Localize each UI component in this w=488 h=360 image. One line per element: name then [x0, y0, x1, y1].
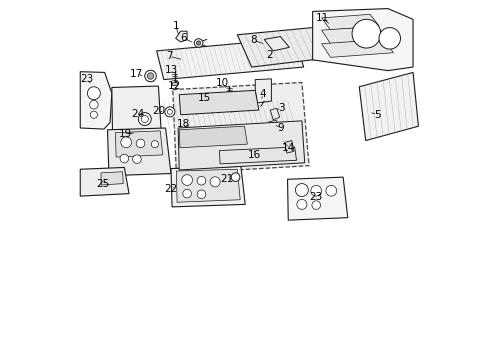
Polygon shape — [321, 40, 392, 57]
Polygon shape — [270, 108, 279, 120]
Circle shape — [90, 111, 97, 118]
Circle shape — [194, 39, 203, 47]
Polygon shape — [312, 9, 412, 71]
Polygon shape — [171, 166, 244, 207]
Circle shape — [147, 73, 153, 79]
Text: 18: 18 — [177, 120, 190, 129]
Circle shape — [141, 116, 148, 123]
Polygon shape — [107, 128, 171, 176]
Text: 16: 16 — [247, 150, 261, 160]
Polygon shape — [175, 31, 187, 42]
Circle shape — [164, 107, 175, 117]
Text: 4: 4 — [259, 89, 266, 99]
Polygon shape — [268, 120, 278, 132]
Text: 10: 10 — [215, 78, 228, 88]
Circle shape — [132, 155, 141, 163]
Text: 23: 23 — [309, 192, 322, 202]
Text: 12: 12 — [167, 81, 181, 91]
Circle shape — [351, 19, 380, 48]
Circle shape — [87, 87, 100, 100]
Text: 9: 9 — [277, 123, 284, 133]
Polygon shape — [219, 147, 296, 164]
Circle shape — [310, 185, 321, 196]
Circle shape — [151, 140, 158, 148]
Circle shape — [89, 100, 98, 109]
Polygon shape — [176, 169, 240, 202]
Polygon shape — [284, 140, 293, 153]
Circle shape — [296, 199, 306, 210]
Text: 5: 5 — [373, 110, 380, 120]
Polygon shape — [112, 86, 161, 135]
Text: 25: 25 — [96, 179, 109, 189]
Polygon shape — [255, 79, 271, 103]
Text: 17: 17 — [130, 69, 143, 79]
Circle shape — [136, 139, 144, 148]
Circle shape — [295, 184, 308, 197]
Text: 1: 1 — [172, 21, 179, 31]
Polygon shape — [172, 82, 308, 174]
Polygon shape — [179, 90, 258, 115]
Text: 8: 8 — [250, 35, 256, 45]
Text: 20: 20 — [152, 106, 164, 116]
Polygon shape — [321, 14, 378, 30]
Polygon shape — [179, 126, 247, 148]
Text: 7: 7 — [165, 51, 172, 61]
Polygon shape — [101, 172, 123, 185]
Circle shape — [231, 173, 239, 181]
Polygon shape — [172, 82, 176, 85]
Polygon shape — [80, 72, 112, 129]
Text: 2: 2 — [266, 50, 272, 60]
Text: 6: 6 — [180, 33, 186, 43]
Circle shape — [120, 154, 128, 163]
Polygon shape — [178, 121, 304, 170]
Polygon shape — [115, 131, 163, 157]
Text: 11: 11 — [315, 13, 328, 23]
Circle shape — [325, 185, 336, 196]
Text: 23: 23 — [80, 74, 93, 84]
Circle shape — [183, 189, 191, 198]
Circle shape — [182, 175, 192, 185]
Circle shape — [197, 190, 205, 199]
Text: 14: 14 — [281, 143, 294, 153]
Polygon shape — [359, 72, 418, 140]
Polygon shape — [237, 28, 326, 67]
Text: 15: 15 — [197, 93, 210, 103]
Circle shape — [378, 28, 400, 49]
Polygon shape — [264, 37, 289, 51]
Circle shape — [196, 41, 201, 45]
Circle shape — [138, 113, 151, 126]
Text: 21: 21 — [220, 174, 233, 184]
Circle shape — [167, 109, 172, 114]
Polygon shape — [321, 27, 386, 44]
Polygon shape — [80, 167, 129, 196]
Text: 13: 13 — [164, 64, 177, 75]
Text: 24: 24 — [131, 109, 144, 119]
Circle shape — [210, 177, 220, 187]
Text: 19: 19 — [119, 129, 132, 139]
Polygon shape — [287, 177, 347, 220]
Circle shape — [311, 201, 320, 210]
Text: 22: 22 — [164, 184, 177, 194]
Circle shape — [144, 70, 156, 82]
Text: 3: 3 — [277, 103, 284, 113]
Circle shape — [121, 137, 131, 148]
Polygon shape — [156, 39, 303, 80]
Circle shape — [197, 176, 205, 185]
